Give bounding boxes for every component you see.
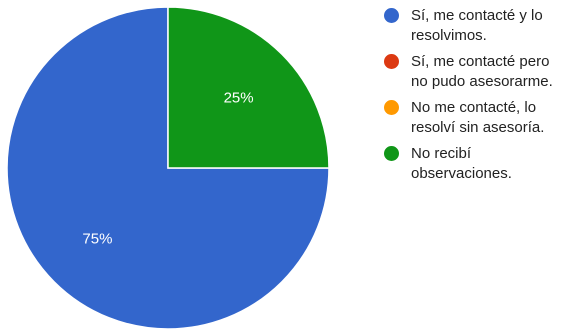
legend-swatch-resolved bbox=[384, 8, 399, 23]
legend-item-no-observations[interactable]: No recibí observaciones. bbox=[384, 144, 579, 184]
legend-label-resolved: Sí, me contacté y lo resolvimos. bbox=[411, 7, 543, 44]
legend-item-self-resolved[interactable]: No me contacté, lo resolví sin asesoría. bbox=[384, 98, 579, 138]
pie-labels: 75% 25% bbox=[82, 89, 253, 247]
legend-item-not-advised[interactable]: Sí, me contacté pero no pudo asesorarme. bbox=[384, 52, 579, 92]
legend-label-no-observations: No recibí observaciones. bbox=[411, 145, 512, 182]
pie-slice-no-observations[interactable] bbox=[167, 6, 330, 169]
legend: Sí, me contacté y lo resolvimos. Sí, me … bbox=[384, 6, 579, 190]
legend-swatch-self-resolved bbox=[384, 100, 399, 115]
legend-label-self-resolved: No me contacté, lo resolví sin asesoría. bbox=[411, 99, 545, 136]
pie-label-no-observations: 25% bbox=[224, 89, 254, 106]
pie-chart: 75% 25% bbox=[6, 6, 330, 330]
legend-swatch-no-observations bbox=[384, 146, 399, 161]
pie-label-resolved: 75% bbox=[82, 231, 112, 248]
pie-slices bbox=[6, 6, 330, 330]
legend-label-not-advised: Sí, me contacté pero no pudo asesorarme. bbox=[411, 53, 553, 90]
legend-swatch-not-advised bbox=[384, 54, 399, 69]
legend-item-resolved[interactable]: Sí, me contacté y lo resolvimos. bbox=[384, 6, 579, 46]
